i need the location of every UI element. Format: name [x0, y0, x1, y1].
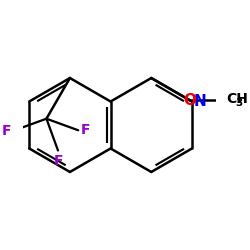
- Text: F: F: [2, 124, 12, 138]
- Text: N: N: [194, 94, 207, 109]
- Text: F: F: [53, 154, 63, 168]
- Text: F: F: [81, 123, 91, 137]
- Text: 3: 3: [236, 98, 243, 108]
- Text: CH: CH: [226, 92, 248, 106]
- Text: O: O: [184, 93, 196, 108]
